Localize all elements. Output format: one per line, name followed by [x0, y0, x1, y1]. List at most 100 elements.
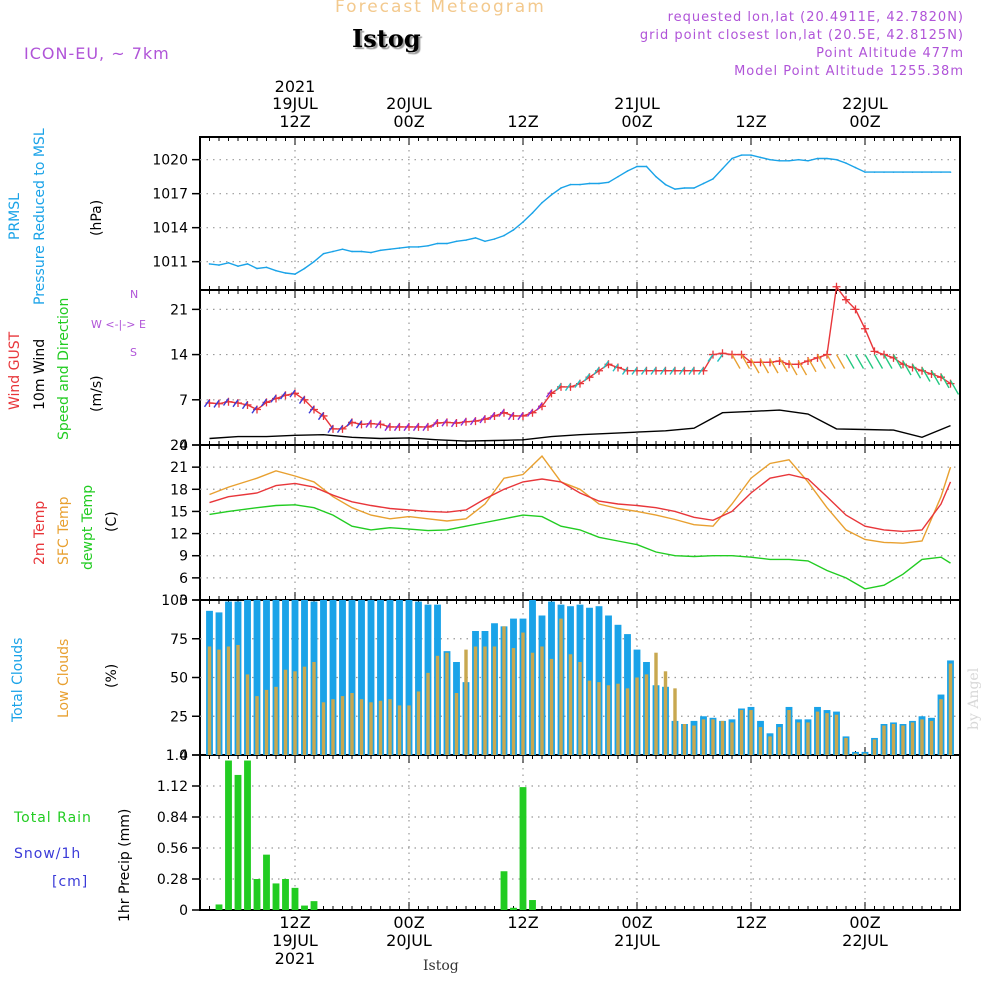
- prmsl-point: [398, 247, 401, 249]
- low-cloud-bar: [815, 711, 820, 755]
- wind-direction-arrow: [279, 391, 287, 400]
- prmsl-point: [626, 170, 629, 172]
- wind-direction-arrow: [365, 420, 372, 428]
- prmsl-point: [332, 250, 334, 253]
- wind-direction-arrow: [412, 423, 420, 432]
- wind-direction-arrow: [441, 418, 448, 427]
- low-cloud-bar: [445, 652, 449, 755]
- wind-direction-arrow: [241, 401, 249, 410]
- wind-direction-arrow: [788, 360, 798, 376]
- prmsl-point: [569, 183, 572, 186]
- y-tick-label: 3: [179, 593, 188, 609]
- y-tick-label: 21: [170, 460, 188, 476]
- prmsl-point: [892, 171, 895, 173]
- low-cloud-bar: [863, 753, 867, 755]
- wind-direction-arrow: [545, 389, 553, 398]
- rain-bar: [234, 774, 242, 910]
- prmsl-point: [246, 263, 249, 265]
- prmsl-point: [940, 171, 942, 173]
- gust-marker: [861, 324, 869, 333]
- top-hour-label: 00Z: [393, 112, 424, 131]
- prmsl-point: [265, 266, 268, 269]
- wind-direction-arrow: [631, 367, 638, 375]
- prmsl-point: [408, 246, 410, 248]
- y-tick-label: 0.84: [157, 810, 188, 826]
- prmsl-point: [702, 182, 705, 185]
- bottom-hour-label: 12Z: [735, 913, 766, 932]
- wind-direction-arrow: [289, 389, 296, 398]
- low-cloud-bar: [711, 719, 715, 755]
- gust-marker: [728, 350, 736, 359]
- low-cloud-bar: [559, 618, 563, 755]
- wind-direction-arrow: [807, 357, 817, 373]
- prmsl-point: [541, 201, 543, 204]
- low-cloud-bar: [369, 702, 373, 755]
- station-name: Istog: [352, 24, 421, 53]
- total-cloud-bar: [367, 600, 375, 755]
- prmsl-point: [807, 160, 809, 162]
- y-tick-label: 75: [170, 632, 188, 648]
- low-cloud-bar: [692, 725, 696, 755]
- top-hour-label: 00Z: [849, 112, 880, 131]
- low-cloud-bar: [882, 725, 886, 755]
- wind-direction-arrow: [460, 418, 467, 426]
- low-cloud-bar: [682, 724, 687, 755]
- wind-direction-arrow: [650, 367, 657, 375]
- low-cloud-bar: [217, 649, 221, 755]
- total-cloud-bar: [348, 600, 356, 755]
- panel-frame-0: [199, 136, 961, 291]
- y-tick-label: 50: [170, 671, 188, 687]
- dewpt-line: [209, 504, 951, 590]
- rain-bar: [310, 901, 318, 910]
- prmsl-point: [303, 267, 306, 270]
- wind-direction-arrow: [517, 412, 524, 421]
- low-cloud-bar: [739, 710, 744, 755]
- wind-direction-arrow: [593, 367, 600, 375]
- low-cloud-bar: [644, 674, 649, 755]
- wind-direction-arrow: [536, 402, 543, 411]
- wind-direction-arrow: [374, 420, 382, 429]
- prmsl-point: [930, 171, 933, 173]
- wind-direction-arrow: [854, 354, 865, 369]
- prmsl-point: [465, 239, 467, 241]
- wind-direction-arrow: [797, 360, 808, 376]
- low-cloud-bar: [910, 722, 915, 755]
- prmsl-point: [446, 242, 448, 245]
- prmsl-point: [379, 249, 382, 252]
- rain-bar: [510, 907, 517, 910]
- bottom-station-name: Istog: [423, 958, 459, 974]
- wind-direction-arrow: [431, 419, 439, 428]
- low-cloud-bar: [625, 688, 630, 755]
- low-cloud-bar: [616, 683, 620, 755]
- wind-direction-arrow: [308, 405, 315, 414]
- bottom-hour-label: 00Z: [393, 913, 424, 932]
- prmsl-point: [427, 245, 429, 247]
- prmsl-line: [209, 154, 951, 275]
- gust-marker: [851, 305, 860, 314]
- wind-direction-arrow: [816, 354, 827, 369]
- rain-bar: [253, 879, 261, 910]
- prmsl-point: [588, 182, 591, 185]
- low-cloud-bar: [416, 691, 421, 755]
- wind-direction-arrow: [213, 400, 220, 408]
- total-cloud-bar: [405, 600, 413, 755]
- total-cloud-bar: [396, 600, 403, 755]
- low-cloud-bar: [929, 720, 934, 755]
- gust-line: [209, 285, 951, 430]
- y-tick-label: 9: [179, 549, 188, 565]
- prmsl-point: [873, 171, 876, 173]
- prmsl-point: [769, 158, 771, 161]
- low-cloud-bar: [825, 713, 829, 755]
- total-cloud-bar: [415, 601, 422, 755]
- low-cloud-bar: [464, 649, 468, 755]
- wind-direction-arrow: [488, 412, 496, 421]
- wind-direction-arrow: [835, 354, 846, 369]
- wind-direction-arrow: [826, 354, 836, 369]
- prmsl-point: [864, 171, 866, 173]
- wind-direction-arrow: [251, 405, 258, 414]
- prmsl-point: [721, 167, 724, 170]
- y-tick-label: 100: [161, 593, 188, 609]
- y-tick-label: 7: [179, 393, 188, 409]
- top-date-label: 20JUL: [386, 94, 432, 113]
